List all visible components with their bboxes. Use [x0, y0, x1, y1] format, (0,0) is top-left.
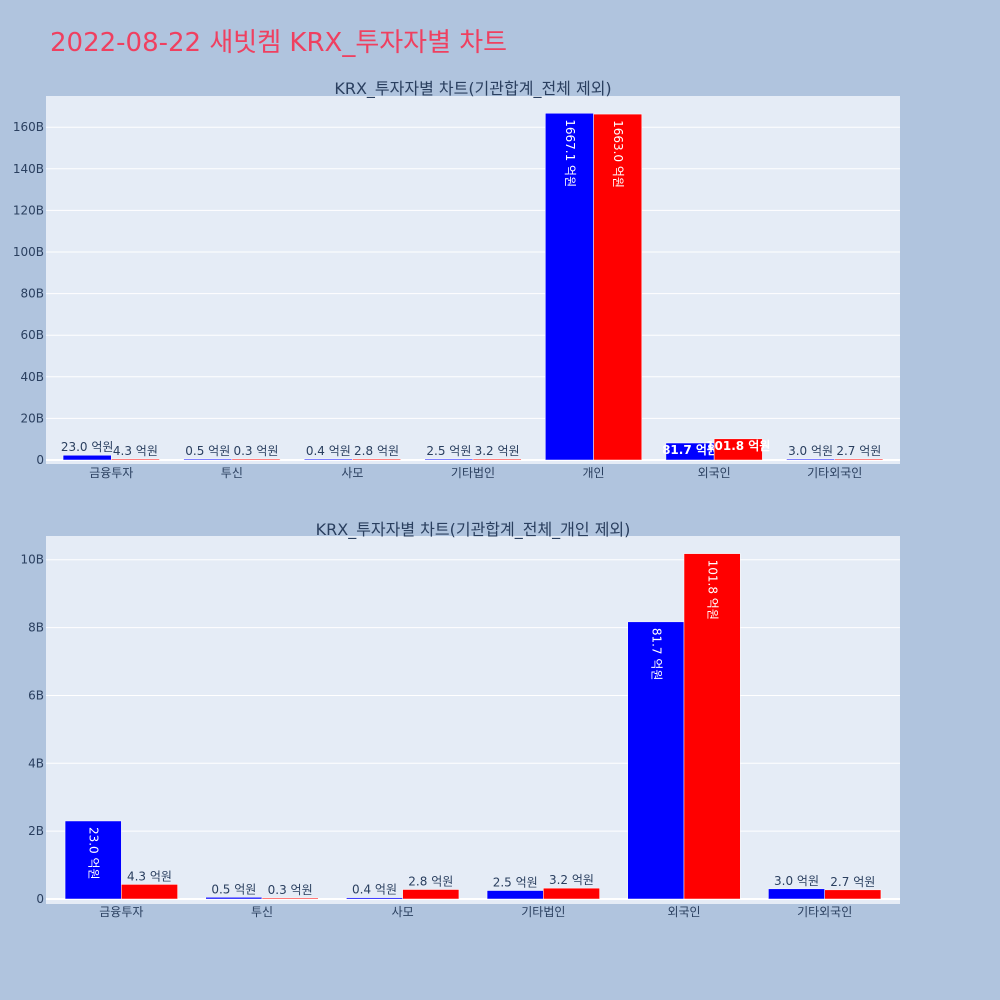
y-tick-label: 4B [28, 756, 44, 770]
bar-value-label: 0.5 억원 [185, 444, 230, 458]
bar-value-label: 23.0 억원 [87, 827, 101, 880]
chart-top-title: KRX_투자자별 차트(기관합계_전체 제외) [334, 79, 611, 99]
y-tick-label: 140B [13, 162, 44, 176]
bar-sell [824, 889, 882, 900]
bar-value-label: 2.8 억원 [354, 444, 399, 458]
plot-area-bottom [46, 536, 900, 904]
chart-bottom: KRX_투자자별 차트(기관합계_전체_개인 제외) 0 2B 4B 6B 8B 10B 금… [20, 520, 900, 919]
bar-sell [231, 458, 281, 461]
plot-area-top [46, 96, 900, 464]
y-tick-label: 2B [28, 824, 44, 838]
bar-value-label: 2.7 억원 [830, 875, 875, 889]
x-tick-label: 외국인 [667, 905, 700, 919]
bar-buy [346, 897, 403, 900]
x-tick-label: 투신 [221, 466, 243, 480]
bar-buy [424, 458, 474, 461]
bar-value-label: 2.5 억원 [493, 876, 538, 890]
bar-buy [62, 454, 112, 461]
bar-sell [472, 458, 522, 461]
bar-value-label: 2.8 억원 [408, 875, 453, 889]
bar-sell [402, 889, 460, 900]
bar-value-label: 3.0 억원 [774, 874, 819, 888]
x-tick-label: 기타법인 [451, 466, 495, 480]
x-tick-label: 사모 [341, 466, 363, 480]
bar-value-label: 2.7 억원 [836, 444, 881, 458]
bar-value-label: 0.3 억원 [268, 883, 313, 897]
bar-value-label: 0.4 억원 [306, 444, 351, 458]
x-tick-label: 금융투자 [89, 466, 133, 480]
x-tick-label: 투신 [251, 905, 273, 919]
bar-sell [543, 887, 600, 900]
bar-buy [768, 888, 825, 900]
page-title: 2022-08-22 새빗켐 KRX_투자자별 차트 [50, 28, 508, 58]
bar-value-label: 1667.1 억원 [563, 119, 577, 187]
bar-value-label: 0.3 억원 [233, 444, 278, 458]
x-tick-label: 금융투자 [99, 905, 143, 919]
bar-value-label: 81.7 억원 [662, 443, 718, 457]
bar-buy [627, 621, 685, 900]
bar-value-label: 3.0 억원 [788, 444, 833, 458]
bar-sell [683, 553, 741, 900]
chart-bottom-title: KRX_투자자별 차트(기관합계_전체_개인 제외) [316, 520, 631, 540]
bar-buy [303, 458, 353, 461]
y-tick-label: 0 [36, 892, 44, 906]
bar-value-label: 81.7 억원 [649, 628, 663, 681]
bar-sell [593, 113, 643, 461]
x-tick-label: 기타외국인 [797, 905, 852, 919]
bar-sell [834, 458, 884, 461]
bar-value-label: 1663.0 억원 [611, 120, 625, 188]
bar-buy [64, 820, 122, 900]
x-tick-label: 외국인 [698, 466, 731, 480]
x-tick-label: 기타법인 [521, 905, 565, 919]
x-tick-label: 개인 [583, 466, 605, 480]
bar-sell [713, 438, 763, 461]
y-tick-label: 80B [20, 287, 44, 301]
y-tick-label: 6B [28, 688, 44, 702]
y-tick-label: 120B [13, 203, 44, 217]
chart-top: KRX_투자자별 차트(기관합계_전체 제외) 0 20B 40B 60B 80B 100… [13, 79, 900, 480]
bar-value-label: 3.2 억원 [475, 444, 520, 458]
bar-sell [111, 458, 160, 461]
bar-value-label: 3.2 억원 [549, 873, 594, 887]
x-tick-label: 사모 [392, 905, 414, 919]
bar-value-label: 101.8 억원 [706, 560, 720, 620]
y-tick-label: 100B [13, 245, 44, 259]
y-tick-label: 60B [20, 328, 44, 342]
bar-value-label: 101.8 억원 [706, 439, 770, 453]
bar-buy [545, 112, 594, 461]
bar-buy [786, 458, 835, 461]
bar-buy [183, 458, 233, 461]
bar-sell [121, 884, 178, 900]
y-tick-label: 40B [20, 370, 44, 384]
y-tick-label: 8B [28, 621, 44, 635]
y-tick-label: 0 [36, 453, 44, 467]
bar-buy [486, 890, 544, 900]
y-tick-label: 160B [13, 120, 44, 134]
bar-sell [261, 897, 319, 900]
y-tick-label: 10B [20, 553, 44, 567]
bar-value-label: 4.3 억원 [127, 869, 172, 883]
y-tick-label: 20B [20, 411, 44, 425]
bar-value-label: 4.3 억원 [113, 444, 158, 458]
bar-value-label: 0.5 억원 [211, 882, 256, 896]
bar-buy [205, 897, 263, 900]
x-tick-label: 기타외국인 [807, 466, 862, 480]
bar-value-label: 23.0 억원 [61, 440, 114, 454]
bar-sell [352, 458, 401, 461]
bar-value-label: 2.5 억원 [426, 444, 471, 458]
bar-value-label: 0.4 억원 [352, 883, 397, 897]
